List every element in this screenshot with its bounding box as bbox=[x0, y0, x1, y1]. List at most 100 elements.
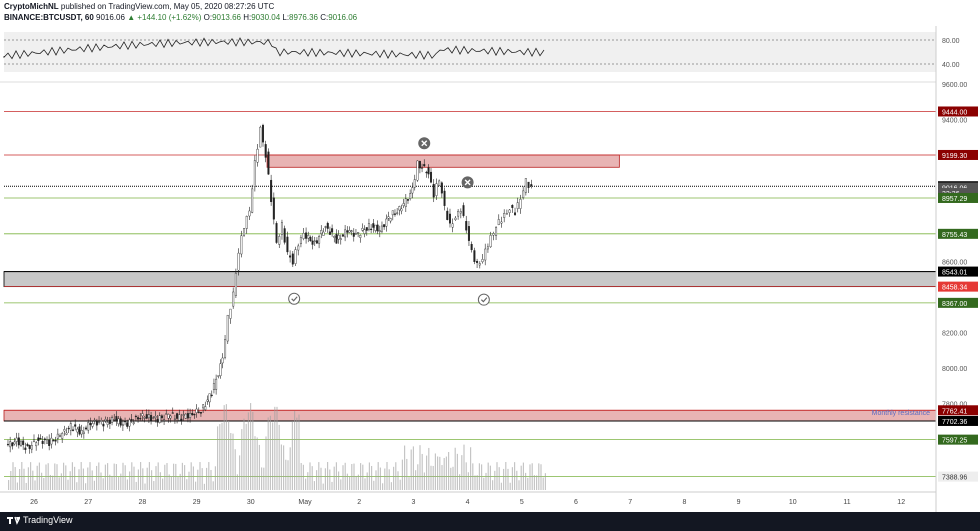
volume-bar bbox=[133, 466, 135, 490]
volume-bar bbox=[47, 463, 49, 490]
level-label: 9199.30 bbox=[942, 153, 967, 160]
date-label: 30 bbox=[247, 499, 255, 506]
volume-bar bbox=[118, 477, 120, 490]
volume-bar bbox=[210, 469, 212, 490]
volume-bar bbox=[267, 417, 269, 490]
level-label-bg bbox=[938, 228, 978, 239]
candle-body bbox=[333, 235, 336, 238]
candle-body bbox=[427, 167, 430, 175]
candle-body bbox=[346, 230, 349, 233]
volume-bar bbox=[316, 470, 318, 490]
candle-body bbox=[78, 426, 81, 435]
volume-bar bbox=[122, 462, 124, 490]
price-change: ▲ +144.10 (+1.62%) bbox=[127, 13, 202, 22]
volume-bar bbox=[115, 464, 117, 490]
monthly-resistance-label: Monthly resistance bbox=[872, 410, 930, 417]
volume-bar bbox=[340, 479, 342, 490]
volume-bar bbox=[375, 470, 377, 490]
candle-body bbox=[104, 419, 107, 421]
candle-body bbox=[89, 422, 92, 426]
candle-body bbox=[160, 415, 163, 419]
candle-body bbox=[398, 206, 401, 211]
volume-bar bbox=[421, 453, 423, 490]
candle-body bbox=[372, 223, 375, 228]
candle-body bbox=[359, 235, 362, 238]
candle-body bbox=[30, 445, 33, 450]
volume-bar bbox=[280, 444, 282, 490]
candle-body bbox=[350, 230, 353, 232]
tradingview-logo[interactable]: TradingView bbox=[6, 515, 73, 525]
candle-body bbox=[13, 441, 16, 445]
candle-body bbox=[370, 228, 373, 231]
candle-body bbox=[128, 419, 131, 427]
symbol-label[interactable]: BINANCE:BTCUSDT, 60 bbox=[4, 13, 94, 22]
candle-body bbox=[367, 223, 370, 230]
candle-body bbox=[165, 413, 168, 415]
candle-body bbox=[467, 226, 470, 241]
volume-bar bbox=[41, 472, 43, 490]
candle-body bbox=[307, 235, 310, 239]
volume-bar bbox=[397, 471, 399, 490]
zones-layer bbox=[3, 154, 937, 422]
candle-body bbox=[11, 442, 14, 447]
volume-bar bbox=[27, 467, 29, 490]
markers-layer bbox=[288, 137, 490, 306]
date-label: 3 bbox=[411, 499, 415, 506]
close-value: 9016.06 bbox=[328, 13, 358, 22]
volume-bar bbox=[137, 469, 139, 490]
candle-body bbox=[357, 232, 360, 234]
candle-body bbox=[272, 197, 275, 220]
price-chart[interactable]: 80.00 40.00 9600.00 9400.00 8600.00 8200.00 8… bbox=[0, 26, 980, 512]
volume-bar bbox=[36, 465, 38, 490]
candle-body bbox=[152, 417, 155, 419]
candle-body bbox=[193, 413, 196, 416]
candle-body bbox=[229, 308, 232, 319]
volume-bar bbox=[390, 482, 392, 490]
level-label-bg bbox=[938, 405, 978, 416]
volume-bar bbox=[131, 462, 133, 490]
candle-body bbox=[335, 233, 338, 244]
volume-bar bbox=[470, 447, 472, 490]
volume-layer bbox=[8, 403, 546, 490]
volume-bar bbox=[525, 472, 527, 490]
candle-body bbox=[286, 236, 289, 253]
candle-body bbox=[19, 440, 22, 446]
volume-bar bbox=[153, 481, 155, 490]
candle-body bbox=[33, 439, 36, 442]
volume-bar bbox=[144, 483, 146, 490]
candle-body bbox=[156, 418, 159, 423]
candle-body bbox=[184, 413, 187, 419]
candle-body bbox=[418, 161, 421, 169]
volume-bar bbox=[197, 469, 199, 490]
candle-body bbox=[253, 160, 256, 187]
candle-body bbox=[451, 223, 454, 228]
time-axis[interactable]: 26 27 28 29 30 May 2 3 4 5 6 7 8 9 10 11 12 bbox=[0, 491, 936, 506]
level-label: 8957.29 bbox=[942, 196, 967, 203]
candle-body bbox=[24, 447, 27, 450]
candle-body bbox=[26, 443, 29, 447]
volume-bar bbox=[120, 473, 122, 490]
author-name[interactable]: CryptoMichNL bbox=[4, 2, 59, 11]
volume-bar bbox=[309, 462, 311, 490]
candle-body bbox=[280, 222, 283, 235]
date-label: 5 bbox=[520, 499, 524, 506]
candle-body bbox=[376, 224, 379, 232]
volume-bar bbox=[188, 471, 190, 490]
volume-bar bbox=[474, 475, 476, 490]
price-tick-label: 9600.00 bbox=[942, 82, 967, 89]
rsi-band bbox=[4, 32, 936, 72]
volume-bar bbox=[298, 414, 300, 490]
candle-body bbox=[221, 357, 224, 364]
candle-body bbox=[374, 224, 377, 231]
price-axis[interactable]: 9600.00 9400.00 8600.00 8200.00 8000.00 7800.… bbox=[935, 26, 978, 512]
candle-body bbox=[180, 418, 183, 421]
date-label: 8 bbox=[682, 499, 686, 506]
volume-bar bbox=[329, 469, 331, 490]
volume-bar bbox=[140, 462, 142, 490]
resistance-zone bbox=[266, 154, 620, 168]
volume-bar bbox=[450, 467, 452, 490]
volume-bar bbox=[344, 462, 346, 490]
candle-body bbox=[69, 423, 72, 431]
candle-body bbox=[324, 226, 327, 228]
volume-bar bbox=[214, 466, 216, 490]
